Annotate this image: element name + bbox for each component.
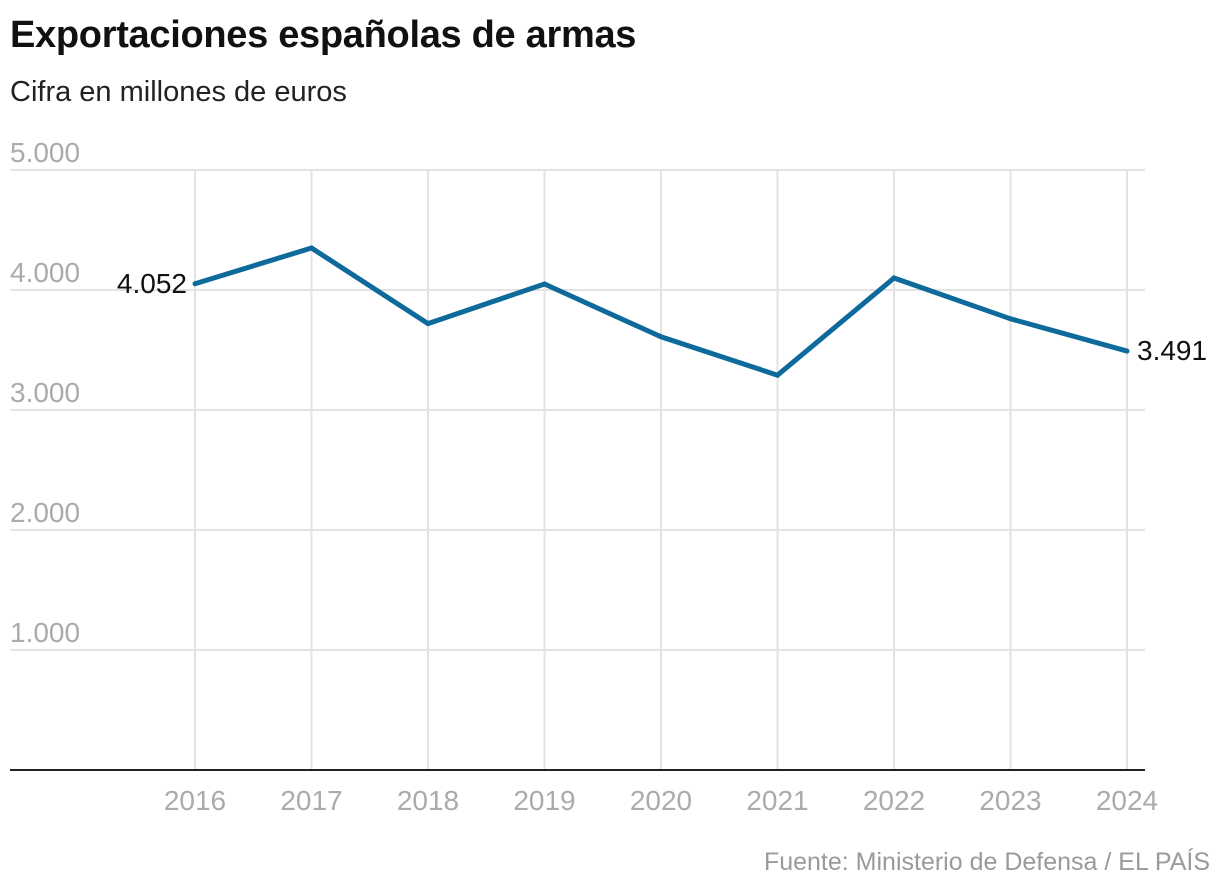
x-tick-label: 2020: [630, 785, 692, 816]
data-point: [775, 372, 780, 378]
y-tick-label: 5.000: [10, 137, 80, 168]
x-tick-label: 2021: [746, 785, 808, 816]
data-point: [891, 275, 897, 281]
data-point: [542, 281, 547, 287]
x-tick-label: 2016: [164, 785, 226, 816]
data-point: [309, 245, 314, 251]
data-point: [658, 334, 664, 340]
data-label: 3.491: [1137, 335, 1207, 366]
chart-title: Exportaciones españolas de armas: [10, 14, 637, 56]
x-tick-label: 2019: [513, 785, 575, 816]
x-tick-label: 2023: [979, 785, 1041, 816]
data-point: [425, 321, 431, 327]
y-tick-label: 4.000: [10, 257, 80, 288]
x-tick-label: 2024: [1096, 785, 1158, 816]
y-tick-label: 3.000: [10, 377, 80, 408]
chart-subtitle: Cifra en millones de euros: [10, 76, 347, 108]
y-tick-label: 1.000: [10, 617, 80, 648]
y-tick-label: 2.000: [10, 497, 80, 528]
data-point: [192, 281, 198, 287]
data-point: [1008, 316, 1013, 322]
data-label: 4.052: [117, 268, 187, 299]
source-note: Fuente: Ministerio de Defensa / EL PAÍS: [763, 848, 1210, 876]
x-tick-label: 2017: [280, 785, 342, 816]
x-tick-label: 2022: [863, 785, 925, 816]
data-point: [1124, 348, 1130, 354]
x-tick-label: 2018: [397, 785, 459, 816]
